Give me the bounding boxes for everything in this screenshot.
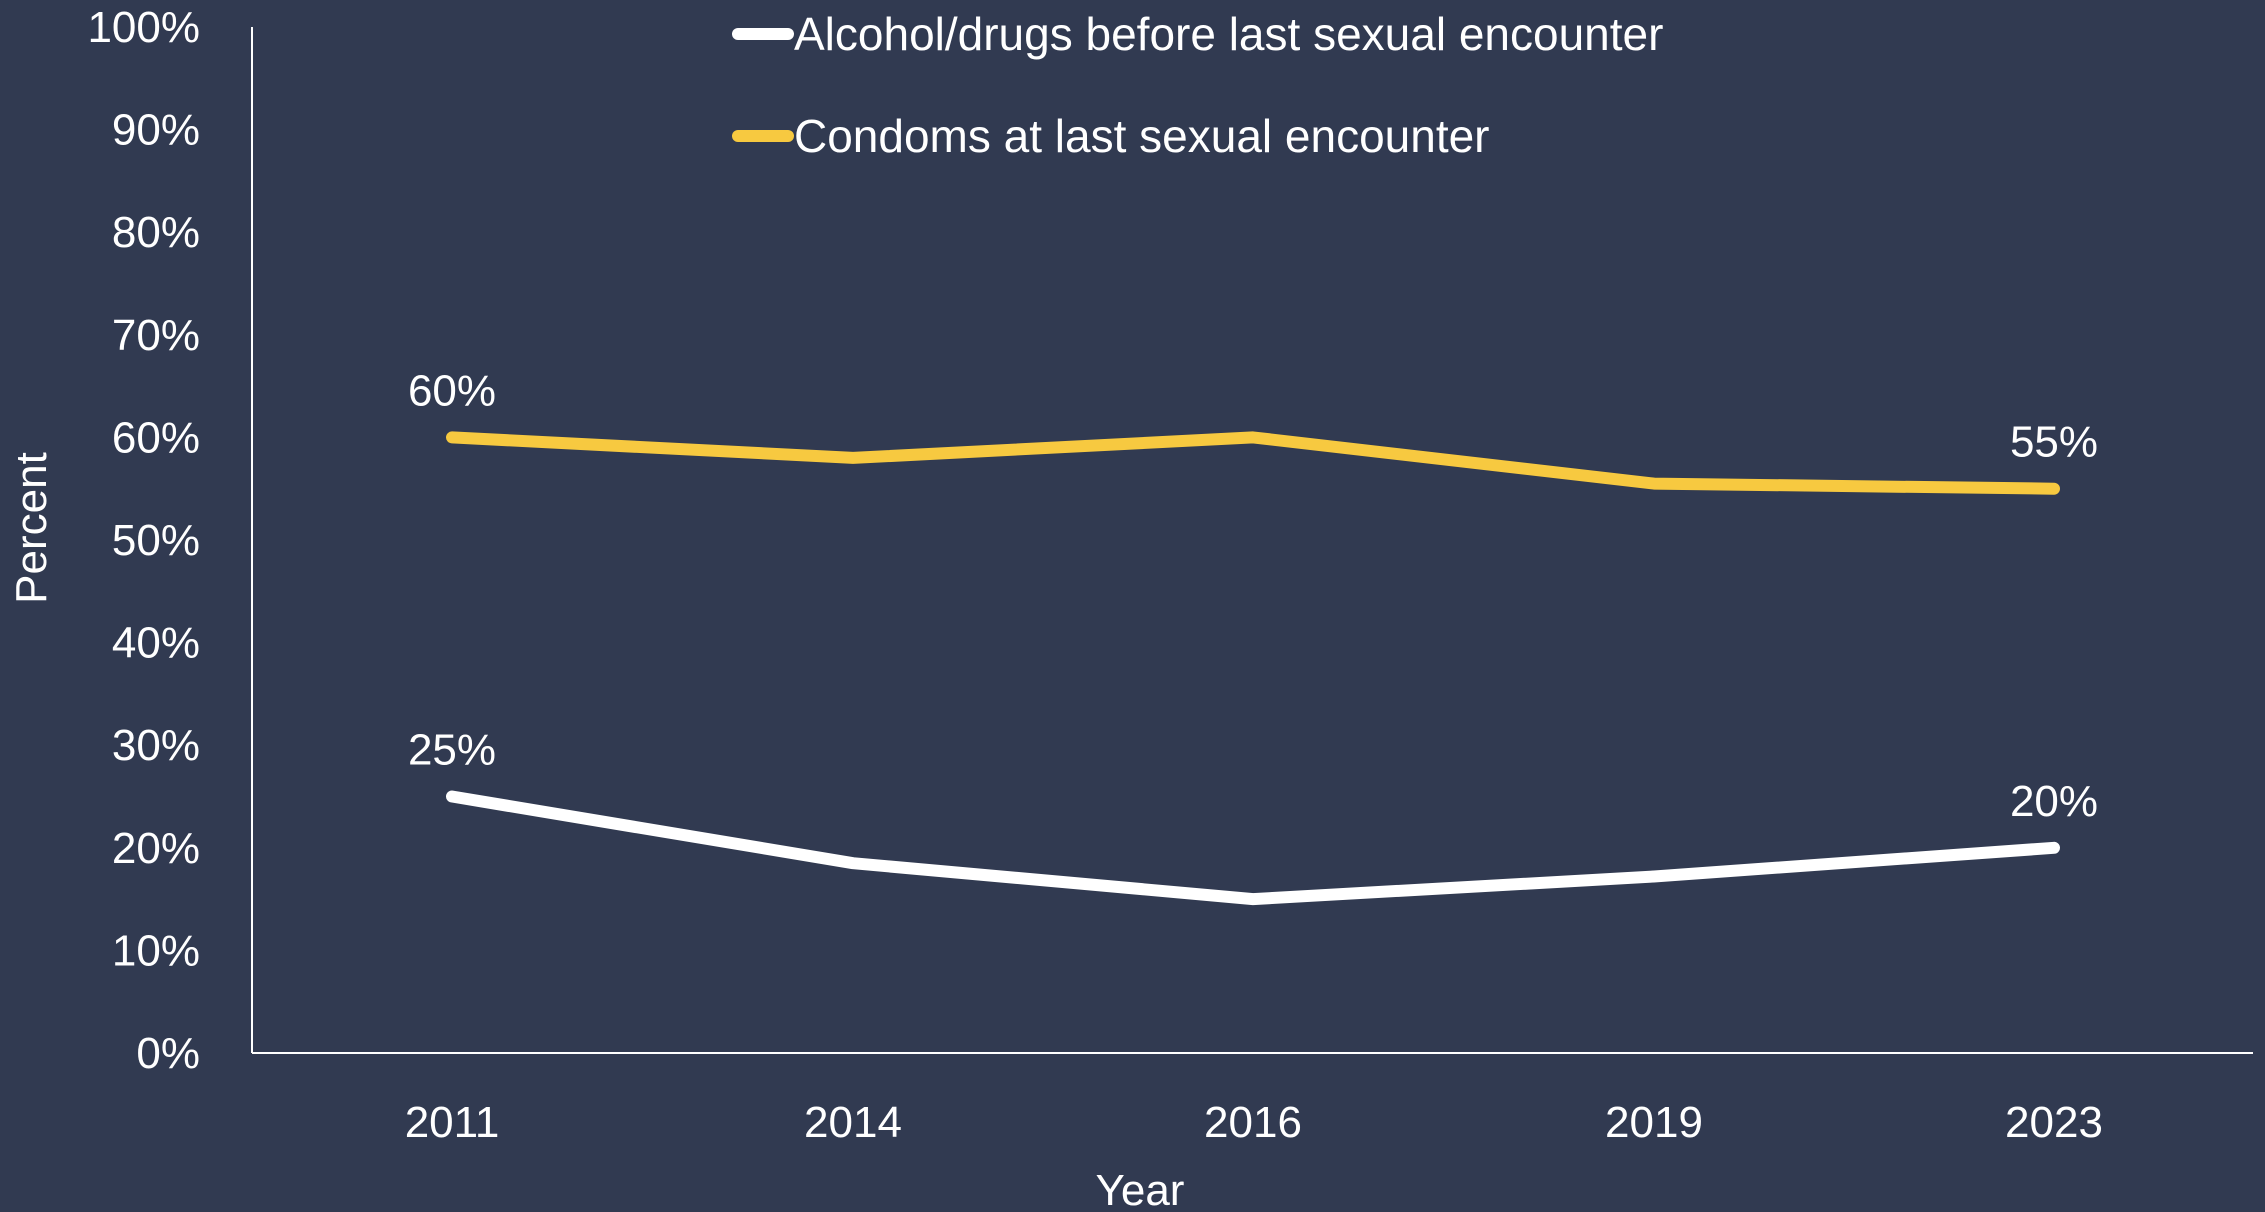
series-line-condoms [446,431,2060,495]
data-label-alcohol-drugs: 20% [2010,777,2098,826]
x-tick-label: 2016 [1204,1098,1302,1147]
x-axis: 2011 2014 2016 2019 2023 [252,1052,2253,1147]
y-tick-label: 50% [112,516,200,565]
y-tick-label: 100% [87,3,200,52]
x-axis-title: Year [1096,1166,1185,1212]
x-tick-label: 2014 [804,1098,902,1147]
x-tick-label: 2023 [2005,1098,2103,1147]
y-tick-label: 60% [112,413,200,462]
x-tick-label: 2019 [1605,1098,1703,1147]
legend-label-condoms: Condoms at last sexual encounter [794,110,1490,162]
legend-label-alcohol-drugs: Alcohol/drugs before last sexual encount… [794,8,1663,60]
y-tick-label: 90% [112,106,200,155]
data-label-condoms: 55% [2010,418,2098,467]
y-tick-label: 70% [112,311,200,360]
data-label-condoms: 60% [408,366,496,415]
data-label-alcohol-drugs: 25% [408,726,496,775]
y-tick-label: 0% [136,1029,200,1078]
series-layer: 25% 20% 60% 55% [408,366,2098,906]
y-tick-label: 40% [112,619,200,668]
y-tick-label: 80% [112,208,200,257]
y-axis: 0% 10% 20% 30% 40% 50% 60% 70% 80% 90% 100% [87,3,253,1078]
legend: Alcohol/drugs before last sexual encount… [732,8,1663,162]
y-tick-label: 30% [112,721,200,770]
y-tick-label: 20% [112,824,200,873]
series-line-alcohol-drugs [446,790,2060,906]
y-axis-title: Percent [7,452,56,604]
x-tick-label: 2011 [405,1098,500,1147]
y-tick-label: 10% [112,926,200,975]
